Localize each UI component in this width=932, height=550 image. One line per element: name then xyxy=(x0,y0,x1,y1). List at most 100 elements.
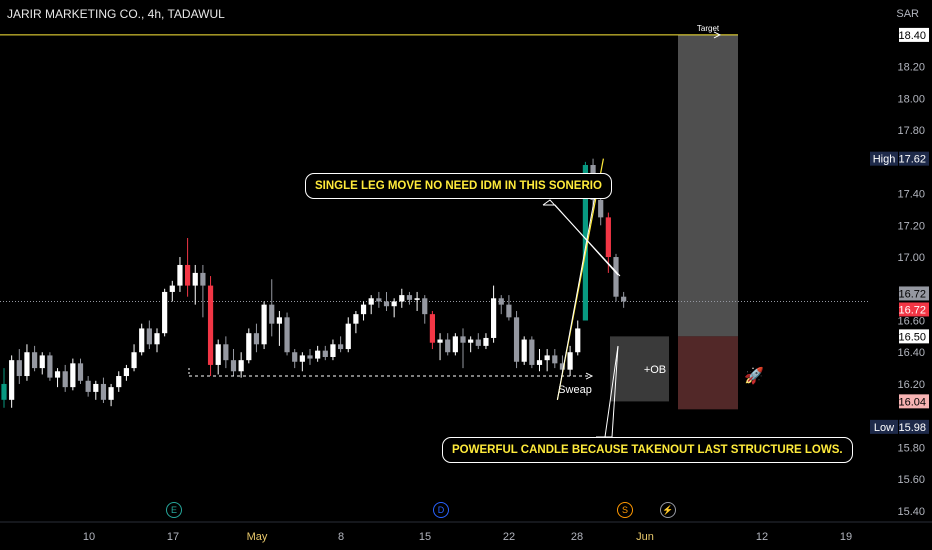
sweep-label: Sweap xyxy=(558,384,592,396)
candle-body xyxy=(460,336,466,343)
price-label: 15.98 xyxy=(898,422,926,434)
price-tick-label: 15.40 xyxy=(897,506,925,518)
time-axis: 10 17 May 8 15 22 28 Jun 12 19 xyxy=(0,521,932,543)
candle-body xyxy=(383,301,390,307)
candle-body xyxy=(368,298,374,305)
candle-body xyxy=(475,339,481,346)
candle-body xyxy=(207,285,214,365)
candle-body xyxy=(77,363,84,381)
split-letter: S xyxy=(621,505,628,515)
levels: Target xyxy=(0,24,870,302)
news-icon[interactable]: ⚡ xyxy=(660,502,676,518)
price-tick-label: 17.00 xyxy=(897,252,925,264)
price-label-box xyxy=(899,286,929,301)
candle-body xyxy=(154,333,160,345)
note-powerful-candle[interactable]: POWERFUL CANDLE BECAUSE TAKENOUT LAST ST… xyxy=(442,437,853,463)
time-tick-label: 19 xyxy=(840,531,852,543)
currency-label: SAR xyxy=(896,8,919,20)
time-tick-label: May xyxy=(247,531,268,543)
candle-body xyxy=(429,314,435,343)
split-icon[interactable]: S xyxy=(617,502,633,518)
candle-body xyxy=(598,199,604,218)
order-block-label: +OB xyxy=(644,364,666,376)
candle-body xyxy=(491,298,497,338)
candle-body xyxy=(422,298,428,315)
candle-body xyxy=(169,285,175,292)
price-tick-label: 18.20 xyxy=(897,62,925,74)
candle-body xyxy=(62,371,68,388)
time-tick-label: 22 xyxy=(503,531,515,543)
price-label: 16.72 xyxy=(898,304,926,316)
position-zones: +OB xyxy=(610,34,738,410)
price-label: 16.04 xyxy=(898,396,926,408)
price-tick-label: 17.40 xyxy=(897,189,925,201)
price-label-box xyxy=(899,27,929,42)
candle-body xyxy=(246,333,252,361)
candle-body xyxy=(544,355,550,361)
price-label-box xyxy=(899,151,929,166)
candle-body xyxy=(468,339,474,343)
earnings-letter: E xyxy=(170,505,177,515)
candle-body xyxy=(322,350,328,357)
earnings-icon[interactable]: E xyxy=(166,502,182,518)
note-single-leg[interactable]: SINGLE LEG MOVE NO NEED IDM IN THIS SONE… xyxy=(305,173,612,199)
candle-body xyxy=(437,339,443,343)
time-tick-label: 15 xyxy=(419,531,431,543)
candle-body xyxy=(284,317,290,353)
candle-body xyxy=(559,363,566,370)
target-label: Target xyxy=(697,24,720,33)
price-prefix-box xyxy=(870,151,898,166)
candle-body xyxy=(230,360,237,372)
candle-body xyxy=(391,301,397,307)
candle-body xyxy=(513,317,520,362)
candle-body xyxy=(108,387,114,400)
dividends-icon[interactable]: D xyxy=(433,502,449,518)
price-tick-label: 17.80 xyxy=(897,125,925,137)
candle-body xyxy=(131,352,137,369)
candle-body xyxy=(498,298,504,305)
news-letter: ⚡ xyxy=(662,505,674,515)
candle-body xyxy=(330,344,336,357)
profit-zone xyxy=(678,34,738,337)
candle-body xyxy=(575,328,581,353)
candle-body xyxy=(307,355,313,359)
candle-body xyxy=(9,360,15,400)
candle-body xyxy=(536,360,543,365)
rocket-icon: 🚀 xyxy=(744,368,764,385)
candle-body xyxy=(1,383,7,400)
chart-title: JARIR MARKETING CO., 4h, TADAWUL xyxy=(7,7,225,21)
drawings: Sweap xyxy=(188,158,621,438)
price-tick-label: 15.80 xyxy=(897,442,925,454)
candle-body xyxy=(162,291,168,334)
order-block-box xyxy=(610,336,669,402)
price-tick-label: 16.60 xyxy=(897,315,925,327)
candle-body xyxy=(139,328,145,353)
candle-body xyxy=(445,339,451,353)
candle-body xyxy=(376,298,382,302)
candle-body xyxy=(116,376,122,388)
candle-body xyxy=(345,323,351,350)
price-label-box xyxy=(899,419,929,434)
candle-body xyxy=(32,352,38,369)
price-label-box xyxy=(899,302,929,317)
candle-body xyxy=(414,298,420,300)
candle-body xyxy=(613,257,619,297)
price-label-box xyxy=(899,394,929,409)
candle-body xyxy=(261,304,267,345)
price-label: 16.72 xyxy=(898,288,926,300)
candle-body xyxy=(315,350,321,359)
time-tick-label: 10 xyxy=(83,531,95,543)
candle-body xyxy=(223,344,229,361)
price-label: 17.62 xyxy=(898,154,926,166)
price-axis: 15.40 15.60 15.80 16.20 16.40 16.60 17.00 17.20… xyxy=(870,27,929,518)
price-prefix-box xyxy=(870,419,898,434)
candle-body xyxy=(100,383,107,400)
target-arrow xyxy=(713,31,722,39)
candle-body xyxy=(269,304,275,324)
candle-body xyxy=(353,314,359,324)
sweep-arrow xyxy=(585,372,594,380)
impulse-line-2 xyxy=(556,193,596,400)
candle-body xyxy=(238,360,244,372)
loss-zone xyxy=(678,336,738,410)
